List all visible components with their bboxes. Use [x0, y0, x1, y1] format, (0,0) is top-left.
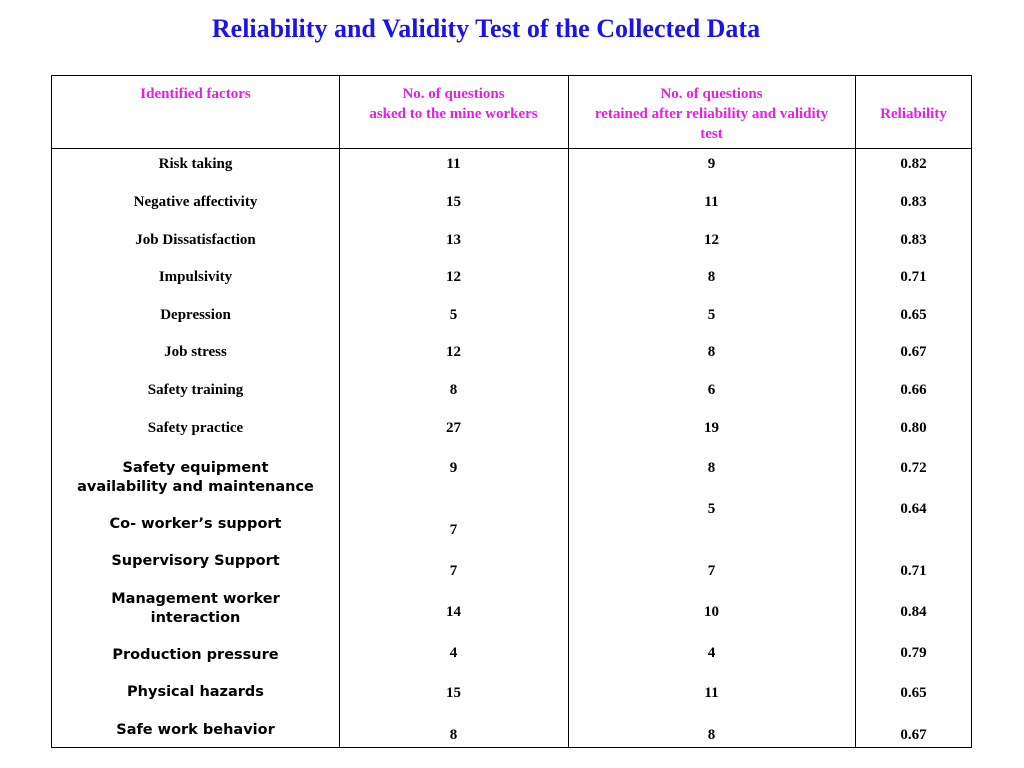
- row-2-factor: Negative affectivity: [133, 194, 258, 210]
- row-9-factor: Safety equipment availability and mainte…: [52, 459, 339, 497]
- header-divider: [52, 148, 971, 149]
- row-12-reliability: 0.84: [900, 604, 927, 620]
- row-12-factor-line1: Management worker: [111, 591, 280, 607]
- row-15-retained: 8: [707, 727, 716, 743]
- row-4-retained: 8: [707, 269, 716, 285]
- row-10-asked: 7: [449, 522, 458, 538]
- row-12-asked: 14: [446, 604, 461, 620]
- row-14-retained: 11: [704, 685, 719, 701]
- row-12-factor: Management worker interaction: [52, 590, 339, 628]
- row-4-factor: Impulsivity: [158, 269, 233, 285]
- row-9-retained: 8: [707, 460, 716, 476]
- row-7-asked: 8: [449, 382, 458, 398]
- row-10-retained: 5: [707, 501, 716, 517]
- row-6-reliability: 0.67: [900, 344, 927, 360]
- row-14-factor: Physical hazards: [127, 684, 264, 700]
- row-8-factor: Safety practice: [147, 420, 244, 436]
- header-reliability: Reliability: [880, 106, 947, 122]
- row-9-factor-line2: availability and maintenance: [77, 479, 314, 495]
- row-13-retained: 4: [707, 645, 716, 661]
- row-9-asked: 9: [449, 460, 458, 476]
- row-10-reliability: 0.64: [900, 501, 927, 517]
- col-divider-2: [568, 76, 569, 747]
- row-14-reliability: 0.65: [900, 685, 927, 701]
- row-6-retained: 8: [707, 344, 716, 360]
- row-12-factor-line2: interaction: [150, 610, 241, 626]
- row-2-retained: 11: [704, 194, 719, 210]
- row-8-asked: 27: [446, 420, 461, 436]
- row-3-retained: 12: [704, 232, 719, 248]
- row-10-factor: Co- worker’s support: [109, 516, 282, 532]
- row-3-reliability: 0.83: [900, 232, 927, 248]
- row-15-factor: Safe work behavior: [116, 722, 275, 738]
- row-9-factor-line1: Safety equipment: [122, 460, 269, 476]
- row-4-reliability: 0.71: [900, 269, 927, 285]
- col-divider-3: [855, 76, 856, 747]
- row-11-retained: 7: [707, 563, 716, 579]
- row-2-asked: 15: [446, 194, 461, 210]
- row-1-reliability: 0.82: [900, 156, 927, 172]
- row-7-reliability: 0.66: [900, 382, 927, 398]
- header-questions-retained-line3: test: [700, 126, 723, 142]
- row-13-factor: Production pressure: [112, 647, 279, 663]
- row-5-asked: 5: [449, 307, 458, 323]
- row-5-reliability: 0.65: [900, 307, 927, 323]
- row-6-asked: 12: [446, 344, 461, 360]
- row-4-asked: 12: [446, 269, 461, 285]
- row-6-factor: Job stress: [164, 344, 227, 360]
- row-5-retained: 5: [707, 307, 716, 323]
- row-3-factor: Job Dissatisfaction: [135, 232, 256, 248]
- header-questions-asked: No. of questions asked to the mine worke…: [339, 84, 568, 124]
- header-identified-factors: Identified factors: [140, 86, 251, 102]
- row-11-reliability: 0.71: [900, 563, 927, 579]
- row-14-asked: 15: [446, 685, 461, 701]
- row-2-reliability: 0.83: [900, 194, 927, 210]
- row-11-asked: 7: [449, 563, 458, 579]
- header-questions-retained-line2: retained after reliability and validity: [594, 106, 829, 122]
- row-13-reliability: 0.79: [900, 645, 927, 661]
- header-questions-asked-line1: No. of questions: [402, 86, 505, 102]
- row-1-asked: 11: [446, 156, 461, 172]
- slide-title: Reliability and Validity Test of the Col…: [211, 14, 761, 43]
- row-9-reliability: 0.72: [900, 460, 927, 476]
- row-11-factor: Supervisory Support: [111, 553, 280, 569]
- row-15-asked: 8: [449, 727, 458, 743]
- row-1-factor: Risk taking: [158, 156, 233, 172]
- row-8-reliability: 0.80: [900, 420, 927, 436]
- header-questions-retained: No. of questions retained after reliabil…: [568, 84, 855, 144]
- row-7-factor: Safety training: [147, 382, 244, 398]
- row-15-reliability: 0.67: [900, 727, 927, 743]
- row-13-asked: 4: [449, 645, 458, 661]
- data-table: Identified factors No. of questions aske…: [51, 75, 972, 748]
- row-7-retained: 6: [707, 382, 716, 398]
- row-8-retained: 19: [704, 420, 719, 436]
- header-questions-asked-line2: asked to the mine workers: [369, 106, 538, 122]
- header-questions-retained-line1: No. of questions: [660, 86, 763, 102]
- row-1-retained: 9: [707, 156, 716, 172]
- col-divider-1: [339, 76, 340, 747]
- row-5-factor: Depression: [160, 307, 231, 323]
- row-12-retained: 10: [704, 604, 719, 620]
- row-3-asked: 13: [446, 232, 461, 248]
